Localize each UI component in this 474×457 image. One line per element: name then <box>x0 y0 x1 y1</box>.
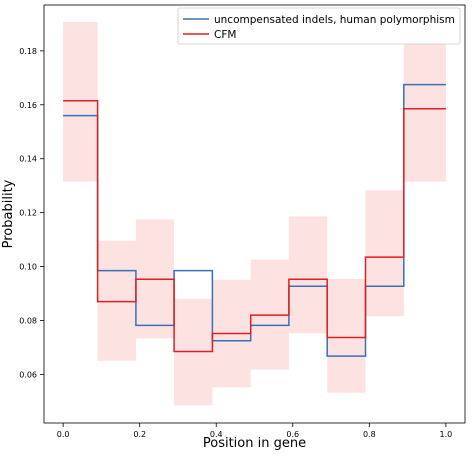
series-layer <box>63 83 446 357</box>
series-line-cfm <box>63 99 446 353</box>
legend-box <box>177 7 461 45</box>
x-axis-ticks: 0.0 0.2 0.4 0.6 0.8 1.0 <box>57 423 452 439</box>
x-tick-label: 0.2 <box>133 430 146 439</box>
y-axis-label: Probability <box>1 179 16 248</box>
x-tick-label: 0.8 <box>363 430 376 439</box>
confidence-band <box>63 22 446 406</box>
x-tick-label: 0.4 <box>210 430 223 439</box>
y-tick-label: 0.14 <box>19 155 37 164</box>
legend-label-uncompensated: uncompensated indels, human polymorphism <box>214 14 455 26</box>
x-tick-label: 0.6 <box>286 430 299 439</box>
y-tick-label: 0.10 <box>19 263 37 272</box>
x-tick-label: 1.0 <box>439 430 452 439</box>
y-axis-ticks: 0.06 0.08 0.10 0.12 0.14 0.16 0.18 <box>19 47 44 379</box>
confidence-band-layer <box>63 22 446 406</box>
y-tick-label: 0.18 <box>19 47 37 56</box>
legend: uncompensated indels, human polymorphism… <box>177 7 461 45</box>
legend-label-cfm: CFM <box>214 29 236 41</box>
x-tick-label: 0.0 <box>57 430 70 439</box>
y-tick-label: 0.08 <box>19 317 37 326</box>
y-tick-label: 0.12 <box>19 209 37 218</box>
y-tick-label: 0.16 <box>19 101 37 110</box>
x-axis-label: Position in gene <box>203 436 306 451</box>
y-tick-label: 0.06 <box>19 370 37 379</box>
plot-frame <box>43 4 466 424</box>
